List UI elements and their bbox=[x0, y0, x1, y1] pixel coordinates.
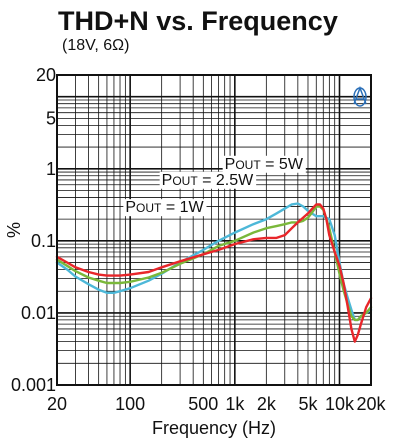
annotation-background bbox=[222, 155, 306, 173]
series-line-2 bbox=[55, 205, 373, 322]
series-annotation-3: POUT = 1W bbox=[125, 199, 204, 216]
annotation-background bbox=[159, 171, 257, 189]
y-tick-label: 5 bbox=[46, 108, 56, 128]
y-tick-label: 0.001 bbox=[11, 375, 56, 395]
series-line-1 bbox=[55, 202, 373, 322]
x-tick-label: 20 bbox=[47, 394, 67, 414]
x-tick-label: 20k bbox=[356, 394, 386, 414]
logo-icon bbox=[353, 85, 367, 107]
x-tick-label: 1k bbox=[225, 394, 245, 414]
series-annotation-2: POUT = 2.5W bbox=[162, 172, 254, 189]
y-tick-label: 20 bbox=[36, 65, 56, 85]
x-tick-label: 10k bbox=[325, 394, 355, 414]
series-line-3 bbox=[55, 203, 373, 343]
series-annotation-1: POUT = 5W bbox=[225, 156, 304, 173]
x-tick-label: 2k bbox=[257, 394, 277, 414]
y-tick-label: 0.1 bbox=[31, 231, 56, 251]
tick-layer: 20 100 500 1k 2k 5k 10k 20k 20 5 1 0.1 0.01 0.001 bbox=[11, 65, 387, 414]
y-tick-label: 1 bbox=[46, 159, 56, 179]
x-tick-label: 500 bbox=[188, 394, 218, 414]
series-layer bbox=[55, 202, 373, 343]
grid bbox=[56, 74, 372, 386]
plot-frame bbox=[56, 74, 372, 386]
x-tick-label: 100 bbox=[115, 394, 145, 414]
y-axis-label: % bbox=[4, 222, 24, 238]
x-tick-label: 5k bbox=[298, 394, 318, 414]
x-axis-label: Frequency (Hz) bbox=[152, 418, 276, 438]
y-tick-label: 0.01 bbox=[21, 303, 56, 323]
chart-title: THD+N vs. Frequency bbox=[58, 6, 338, 36]
annotation-background bbox=[123, 199, 207, 217]
chart-subtitle: (18V, 6Ω) bbox=[62, 37, 129, 54]
